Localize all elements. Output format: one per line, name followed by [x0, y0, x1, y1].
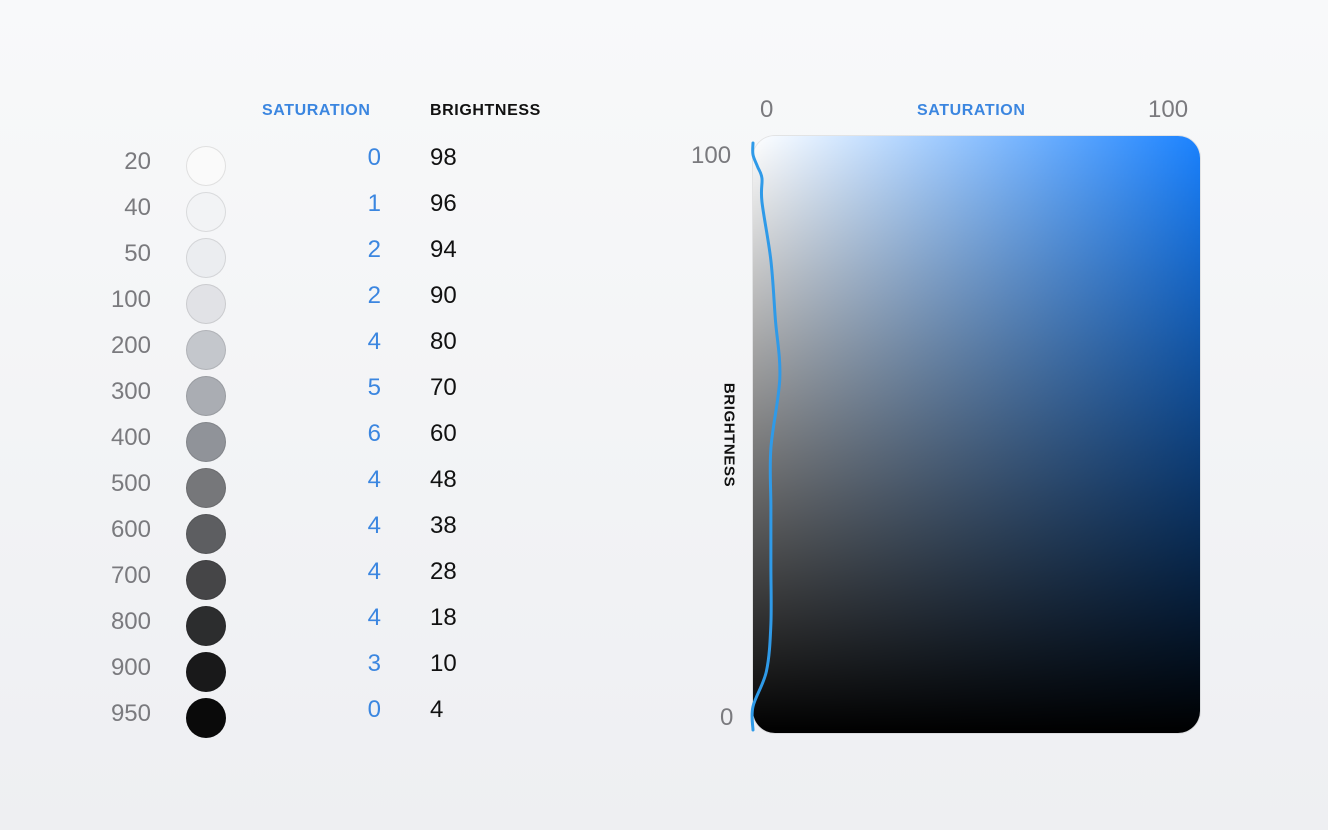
color-swatch — [186, 698, 226, 738]
saturation-value: 4 — [367, 604, 381, 631]
x-max-label: 100 — [1148, 96, 1189, 123]
saturation-value: 2 — [367, 282, 381, 309]
table-row: 40 1 96 — [0, 190, 520, 240]
step-label: 100 — [110, 286, 151, 313]
saturation-value: 4 — [367, 558, 381, 585]
table-row: 200 4 80 — [0, 328, 520, 378]
brightness-value: 94 — [430, 236, 457, 263]
step-label: 50 — [124, 240, 151, 267]
color-swatch — [186, 238, 226, 278]
color-swatch — [186, 330, 226, 370]
y-max-label: 100 — [691, 142, 732, 169]
step-label: 900 — [110, 654, 151, 681]
curve-line — [750, 141, 782, 732]
saturation-column-header: SATURATION — [262, 102, 371, 119]
saturation-brightness-gradient — [753, 136, 1200, 733]
table-row: 950 0 4 — [0, 696, 520, 746]
step-label: 40 — [124, 194, 151, 221]
table-row: 300 5 70 — [0, 374, 520, 424]
table-row: 600 4 38 — [0, 512, 520, 562]
table-row: 500 4 48 — [0, 466, 520, 516]
saturation-value: 4 — [367, 466, 381, 493]
color-swatch — [186, 422, 226, 462]
table-row: 400 6 60 — [0, 420, 520, 470]
table-row: 50 2 94 — [0, 236, 520, 286]
step-label: 400 — [110, 424, 151, 451]
step-label: 950 — [110, 700, 151, 727]
brightness-value: 48 — [430, 466, 457, 493]
color-swatch — [186, 284, 226, 324]
step-label: 20 — [124, 148, 151, 175]
brightness-value: 80 — [430, 328, 457, 355]
color-swatch — [186, 560, 226, 600]
step-label: 800 — [110, 608, 151, 635]
saturation-value: 0 — [367, 144, 381, 171]
color-swatch — [186, 146, 226, 186]
table-row: 900 3 10 — [0, 650, 520, 700]
brightness-value: 96 — [430, 190, 457, 217]
table-row: 20 0 98 — [0, 144, 520, 194]
color-swatch — [186, 514, 226, 554]
saturation-value: 4 — [367, 512, 381, 539]
color-swatch — [186, 468, 226, 508]
saturation-value: 4 — [367, 328, 381, 355]
brightness-column-header: BRIGHTNESS — [430, 102, 541, 119]
step-label: 700 — [110, 562, 151, 589]
step-label: 500 — [110, 470, 151, 497]
brightness-value: 28 — [430, 558, 457, 585]
x-axis-label: SATURATION — [917, 102, 1026, 119]
step-label: 600 — [110, 516, 151, 543]
brightness-value: 70 — [430, 374, 457, 401]
color-swatch — [186, 192, 226, 232]
table-row: 700 4 28 — [0, 558, 520, 608]
brightness-value: 38 — [430, 512, 457, 539]
brightness-value: 4 — [430, 696, 444, 723]
saturation-value: 6 — [367, 420, 381, 447]
step-label: 200 — [110, 332, 151, 359]
saturation-value: 2 — [367, 236, 381, 263]
brightness-value: 18 — [430, 604, 457, 631]
saturation-value: 1 — [367, 190, 381, 217]
table-row: 800 4 18 — [0, 604, 520, 654]
x-min-label: 0 — [760, 96, 774, 123]
color-swatch — [186, 652, 226, 692]
step-label: 300 — [110, 378, 151, 405]
y-axis-label: BRIGHTNESS — [720, 382, 738, 488]
saturation-value: 5 — [367, 374, 381, 401]
table-row: 100 2 90 — [0, 282, 520, 332]
y-min-label: 0 — [720, 704, 734, 731]
scale-curve — [750, 141, 782, 732]
brightness-value: 10 — [430, 650, 457, 677]
brightness-value: 98 — [430, 144, 457, 171]
color-swatch — [186, 376, 226, 416]
saturation-value: 0 — [367, 696, 381, 723]
saturation-value: 3 — [367, 650, 381, 677]
brightness-value: 90 — [430, 282, 457, 309]
brightness-value: 60 — [430, 420, 457, 447]
color-swatch — [186, 606, 226, 646]
